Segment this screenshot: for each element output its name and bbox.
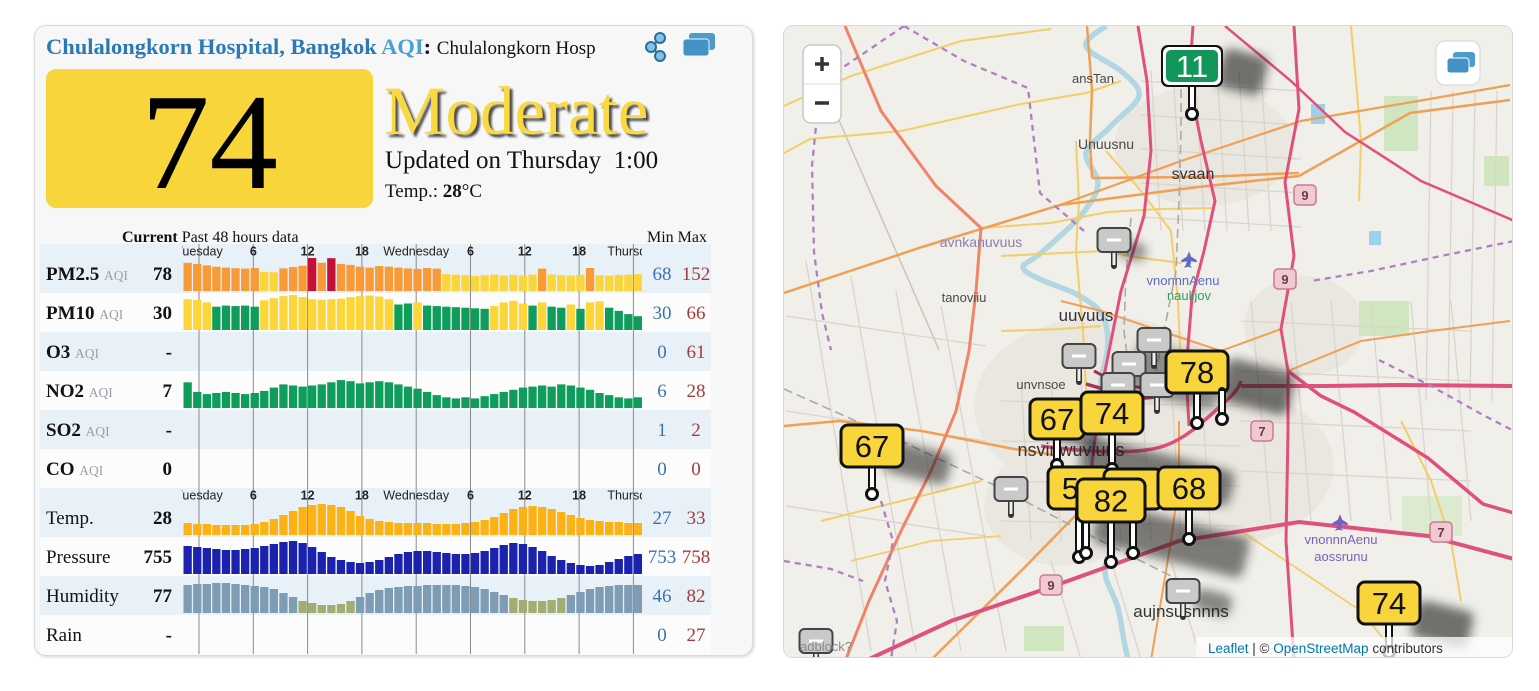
svg-text:Tuesday: Tuesday bbox=[182, 489, 223, 503]
svg-text:vnonnnAenu: vnonnnAenu bbox=[1304, 532, 1377, 547]
svg-text:Wednesday: Wednesday bbox=[383, 489, 450, 503]
svg-text:tanoviiu: tanoviiu bbox=[942, 290, 987, 305]
svg-text:uuvuus: uuvuus bbox=[1059, 306, 1114, 325]
svg-text:6: 6 bbox=[467, 245, 474, 259]
svg-text:74: 74 bbox=[1372, 586, 1406, 621]
svg-text:67: 67 bbox=[1040, 402, 1074, 437]
svg-text:78: 78 bbox=[1180, 355, 1214, 390]
svg-text:18: 18 bbox=[355, 245, 369, 259]
svg-text:68: 68 bbox=[1172, 471, 1206, 506]
svg-text:7: 7 bbox=[1437, 525, 1444, 540]
svg-text:9: 9 bbox=[1047, 578, 1054, 593]
svg-text:6: 6 bbox=[250, 489, 257, 503]
svg-text:vnonnnAenu: vnonnnAenu bbox=[1146, 273, 1219, 288]
svg-text:naulijov: naulijov bbox=[1167, 288, 1212, 303]
svg-text:18: 18 bbox=[572, 489, 586, 503]
svg-text:Wednesday: Wednesday bbox=[383, 245, 450, 259]
svg-text:adblock?: adblock? bbox=[800, 639, 852, 654]
svg-text:svaan: svaan bbox=[1172, 166, 1215, 183]
svg-text:7: 7 bbox=[1258, 424, 1265, 439]
svg-text:Leaflet | © OpenStreetMap cont: Leaflet | © OpenStreetMap contributors bbox=[1208, 641, 1443, 656]
svg-text:unvnsoe: unvnsoe bbox=[1016, 377, 1065, 392]
svg-text:aossrunu: aossrunu bbox=[1314, 549, 1367, 564]
svg-text:6: 6 bbox=[250, 245, 257, 259]
svg-text:Unuusnu: Unuusnu bbox=[1078, 136, 1134, 152]
svg-text:18: 18 bbox=[572, 245, 586, 259]
svg-text:12: 12 bbox=[518, 245, 532, 259]
svg-text:6: 6 bbox=[467, 489, 474, 503]
svg-text:11: 11 bbox=[1176, 49, 1208, 84]
svg-text:Tuesday: Tuesday bbox=[182, 245, 223, 259]
svg-text:12: 12 bbox=[301, 489, 315, 503]
svg-text:12: 12 bbox=[301, 245, 315, 259]
svg-text:18: 18 bbox=[355, 489, 369, 503]
svg-text:9: 9 bbox=[1301, 188, 1308, 203]
svg-text:82: 82 bbox=[1094, 484, 1128, 519]
svg-text:Thursday: Thursday bbox=[607, 245, 642, 259]
svg-text:12: 12 bbox=[518, 489, 532, 503]
svg-text:74: 74 bbox=[1095, 396, 1129, 431]
svg-text:67: 67 bbox=[855, 429, 889, 464]
svg-text:ansTan: ansTan bbox=[1072, 71, 1114, 86]
svg-text:avnkanuvuus: avnkanuvuus bbox=[940, 234, 1023, 250]
svg-text:Thursday: Thursday bbox=[607, 489, 642, 503]
svg-text:9: 9 bbox=[1281, 272, 1288, 287]
